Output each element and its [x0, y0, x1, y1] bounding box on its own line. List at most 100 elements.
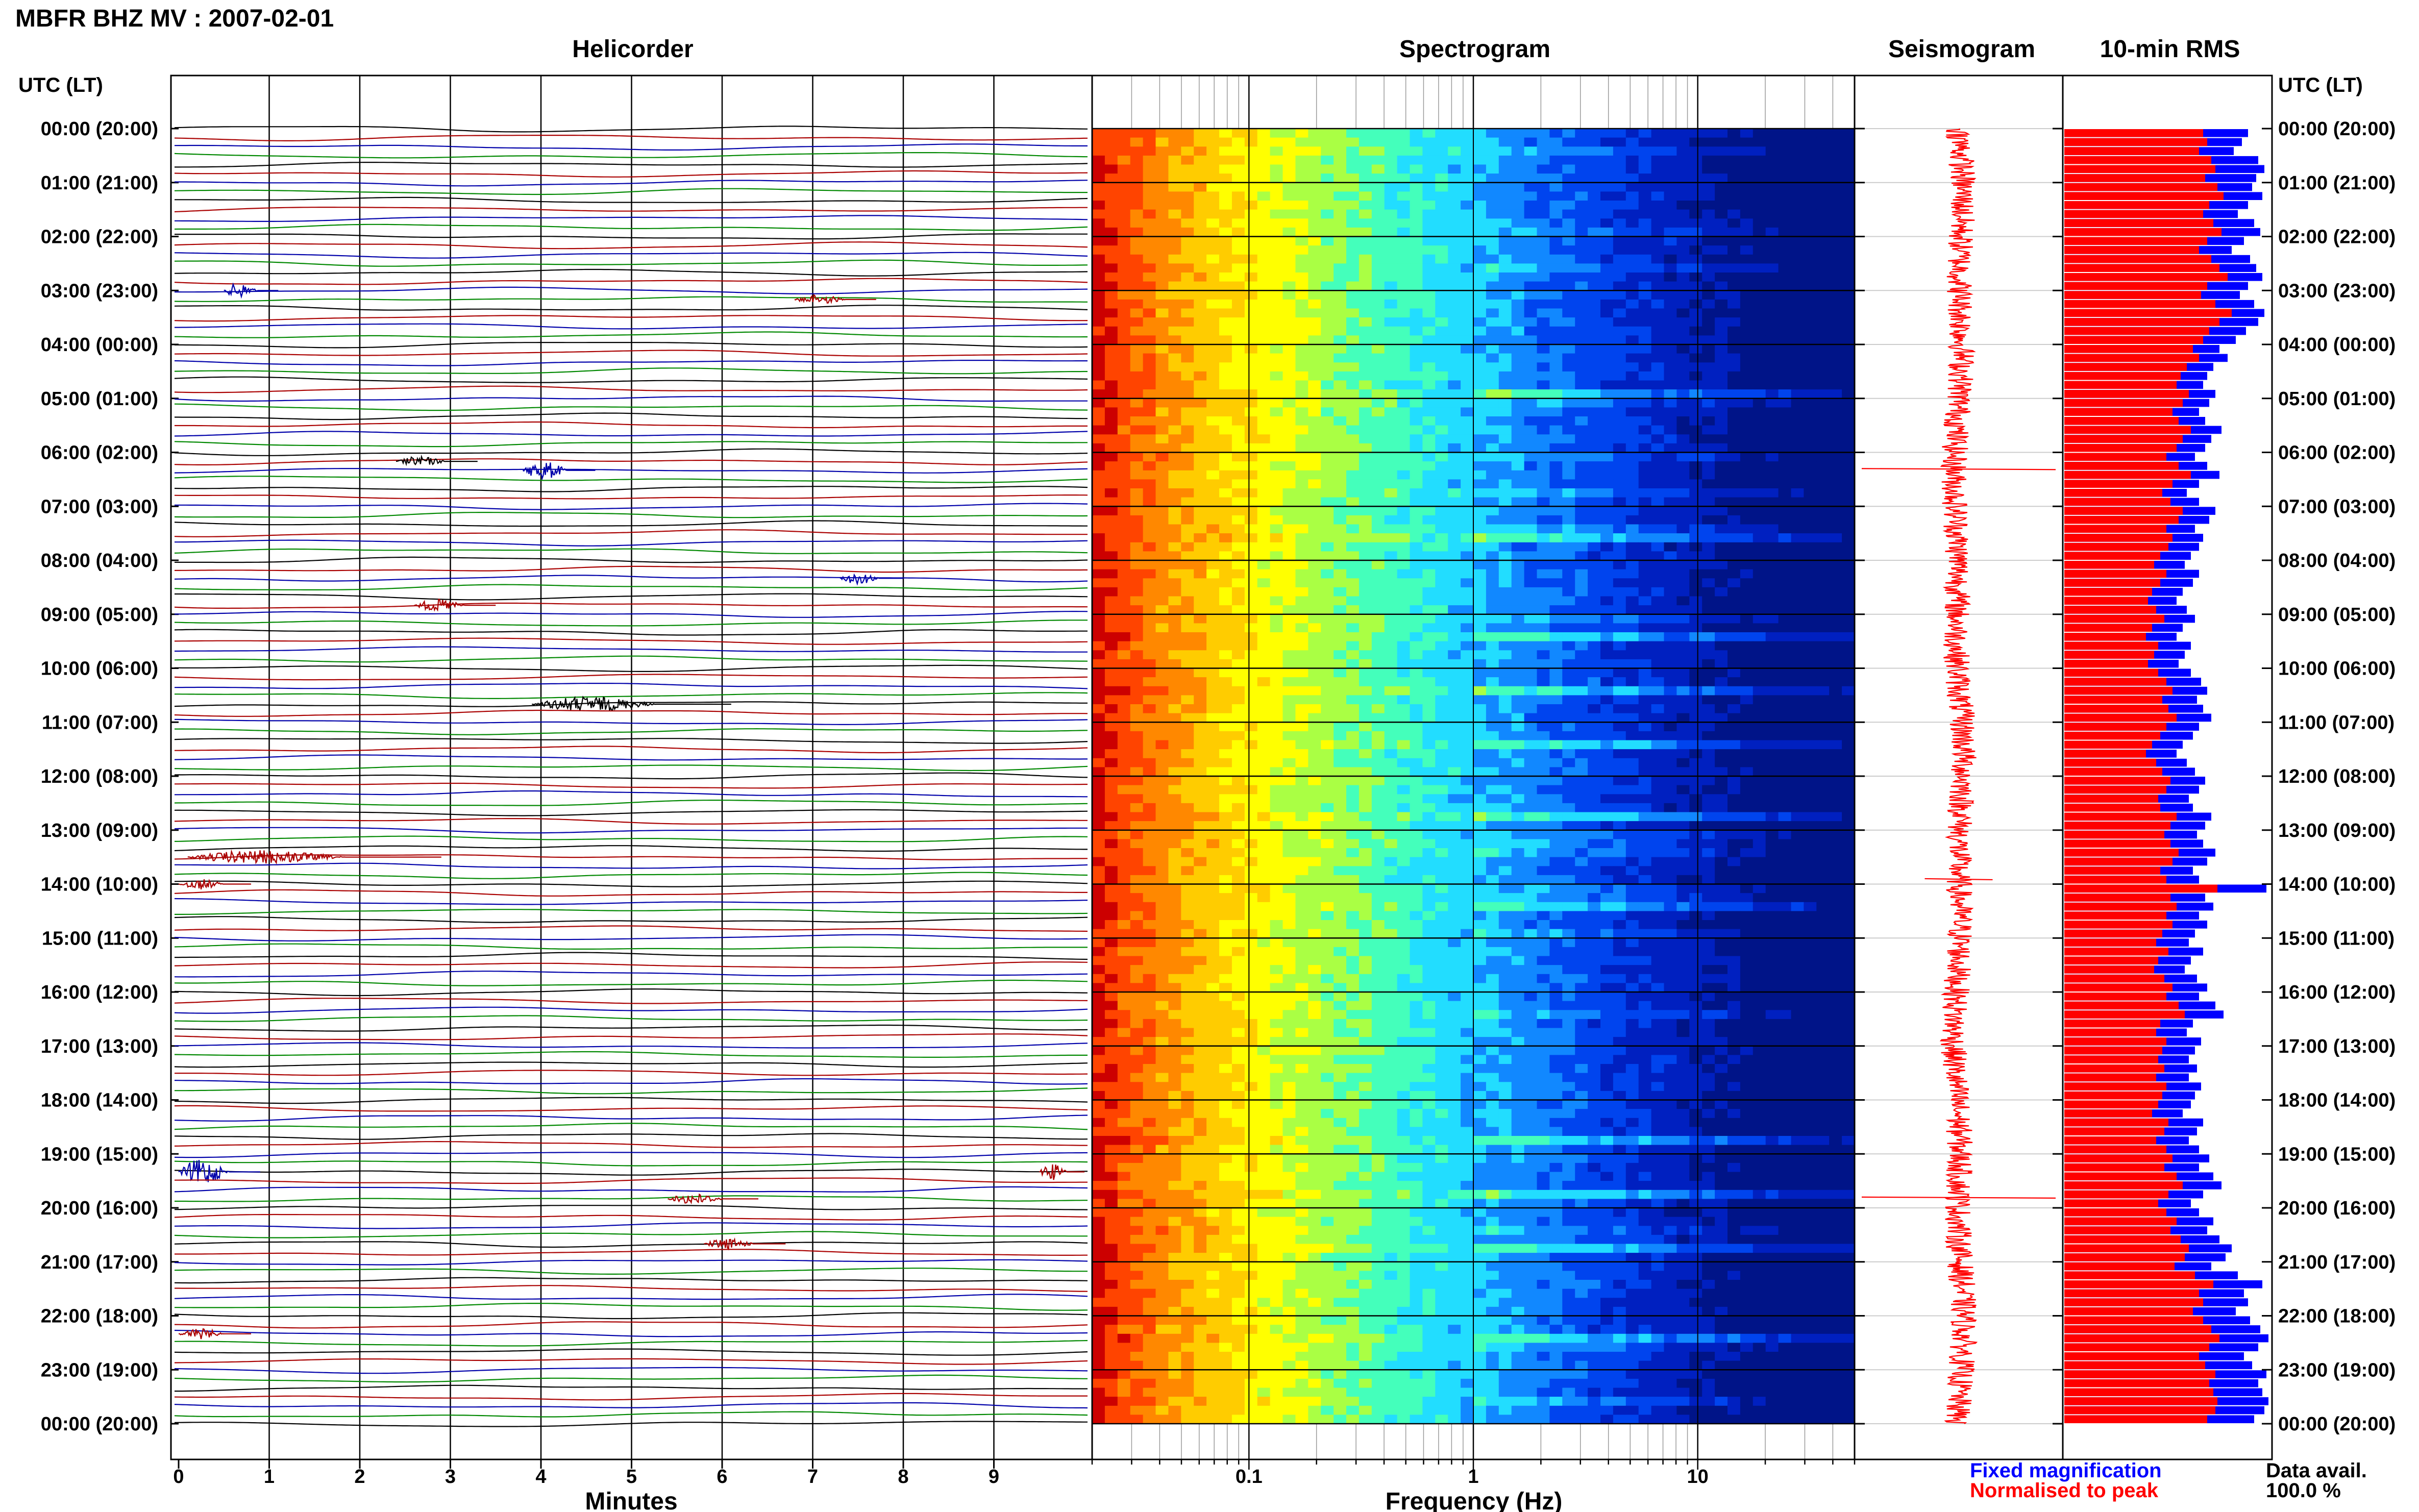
- spectrogram-cell: [1537, 353, 1550, 363]
- spectrogram-cell: [1473, 713, 1487, 723]
- spectrogram-cell: [1397, 182, 1411, 192]
- spectrogram-cell: [1562, 614, 1575, 624]
- spectrogram-cell: [1194, 605, 1207, 615]
- spectrogram-cell: [1664, 236, 1677, 246]
- spectrogram-cell: [1092, 380, 1105, 390]
- spectrogram-cell: [1715, 137, 1728, 147]
- time-label: 18:00 (14:00): [2278, 1090, 2396, 1111]
- spectrogram-cell: [1410, 254, 1423, 264]
- spectrogram-cell: [1104, 551, 1118, 561]
- spectrogram-cell: [1778, 578, 1792, 588]
- spectrogram-cell: [1257, 299, 1271, 309]
- spectrogram-cell: [1168, 551, 1181, 561]
- spectrogram-cell: [1130, 290, 1144, 300]
- spectrogram-cell: [1613, 281, 1626, 291]
- spectrogram-cell: [1498, 596, 1512, 606]
- spectrogram-cell: [1359, 542, 1372, 552]
- spectrogram-cell: [1778, 524, 1792, 534]
- spectrogram-cell: [1270, 164, 1283, 174]
- spectrogram-cell: [1092, 506, 1105, 516]
- spectrogram-cell: [1117, 344, 1131, 354]
- spectrogram-cell: [1638, 281, 1652, 291]
- spectrogram-cell: [1359, 623, 1372, 633]
- spectrogram-cell: [1219, 191, 1232, 201]
- spectrogram-cell: [1130, 380, 1144, 390]
- spectrogram-cell: [1842, 632, 1855, 642]
- spectrogram-cell: [1448, 641, 1461, 651]
- spectrogram-cell: [1816, 434, 1830, 444]
- spectrogram-cell: [1727, 164, 1741, 174]
- spectrogram-cell: [1410, 137, 1423, 147]
- spectrogram-cell: [1511, 803, 1525, 813]
- spectrogram-cell: [1562, 281, 1575, 291]
- spectrogram-cell: [1537, 524, 1550, 534]
- spectrogram-cell: [1270, 812, 1283, 822]
- spectrogram-cell: [1435, 542, 1448, 552]
- time-label: 23:00 (19:00): [2278, 1359, 2396, 1381]
- spectrogram-cell: [1473, 218, 1487, 228]
- spectrogram-cell: [1244, 209, 1258, 219]
- spectrogram-cell: [1231, 704, 1245, 714]
- time-label: 00:00 (20:00): [41, 1414, 158, 1435]
- spectrogram-cell: [1816, 173, 1830, 183]
- spectrogram-cell: [1473, 443, 1487, 453]
- spectrogram-cell: [1181, 326, 1194, 336]
- spectrogram-cell: [1651, 129, 1665, 138]
- spectrogram-cell: [1231, 677, 1245, 687]
- spectrogram-cell: [1511, 416, 1525, 426]
- spectrogram-cell: [1092, 740, 1105, 750]
- spectrogram-cell: [1715, 398, 1728, 408]
- spectrogram-cell: [1549, 749, 1563, 759]
- spectrogram-cell: [1473, 137, 1487, 147]
- spectrogram-cell: [1588, 614, 1601, 624]
- spectrogram-cell: [1359, 227, 1372, 237]
- spectrogram-cell: [1359, 695, 1372, 705]
- helicorder-trace: [174, 548, 1088, 554]
- spectrogram-cell: [1194, 668, 1207, 678]
- spectrogram-cell: [1676, 506, 1690, 516]
- spectrogram-cell: [1422, 803, 1436, 813]
- spectrogram-cell: [1752, 389, 1766, 399]
- spectrogram-cell: [1143, 326, 1156, 336]
- spectrogram-cell: [1206, 650, 1220, 660]
- spectrogram-cell: [1435, 254, 1448, 264]
- spectrogram-cell: [1549, 479, 1563, 489]
- spectrogram-cell: [1295, 767, 1309, 777]
- x-tick-label: 1: [264, 1466, 275, 1488]
- spectrogram-cell: [1549, 776, 1563, 786]
- spectrogram-cell: [1206, 677, 1220, 687]
- spectrogram-cell: [1549, 452, 1563, 462]
- spectrogram-cell: [1435, 569, 1448, 579]
- helicorder-trace: [174, 1160, 1088, 1167]
- spectrogram-cell: [1702, 398, 1715, 408]
- spectrogram-cell: [1689, 542, 1702, 552]
- spectrogram-cell: [1651, 812, 1665, 822]
- spectrogram-cell: [1524, 129, 1538, 138]
- spectrogram-cell: [1689, 137, 1702, 147]
- spectrogram-cell: [1321, 344, 1334, 354]
- spectrogram-cell: [1282, 803, 1296, 813]
- spectrogram-cell: [1842, 794, 1855, 804]
- spectrogram-cell: [1511, 362, 1525, 372]
- spectrogram-cell: [1727, 578, 1741, 588]
- spectrogram-cell: [1791, 740, 1804, 750]
- spectrogram-cell: [1168, 443, 1181, 453]
- spectrogram-cell: [1270, 425, 1283, 435]
- spectrogram-cell: [1625, 731, 1639, 741]
- spectrogram-cell: [1702, 290, 1715, 300]
- spectrogram-cell: [1282, 479, 1296, 489]
- spectrogram-cell: [1473, 452, 1487, 462]
- helicorder-trace: [174, 1105, 1088, 1112]
- spectrogram-cell: [1727, 201, 1741, 210]
- spectrogram-cell: [1537, 479, 1550, 489]
- spectrogram-cell: [1842, 443, 1855, 453]
- spectrogram-cell: [1778, 740, 1792, 750]
- spectrogram-cell: [1727, 173, 1741, 183]
- spectrogram-cell: [1194, 569, 1207, 579]
- spectrogram-cell: [1219, 560, 1232, 570]
- spectrogram-cell: [1448, 821, 1461, 831]
- spectrogram-cell: [1181, 146, 1194, 156]
- spectrogram-cell: [1130, 191, 1144, 201]
- spectrogram-cell: [1346, 569, 1360, 579]
- spectrogram-cell: [1244, 830, 1258, 839]
